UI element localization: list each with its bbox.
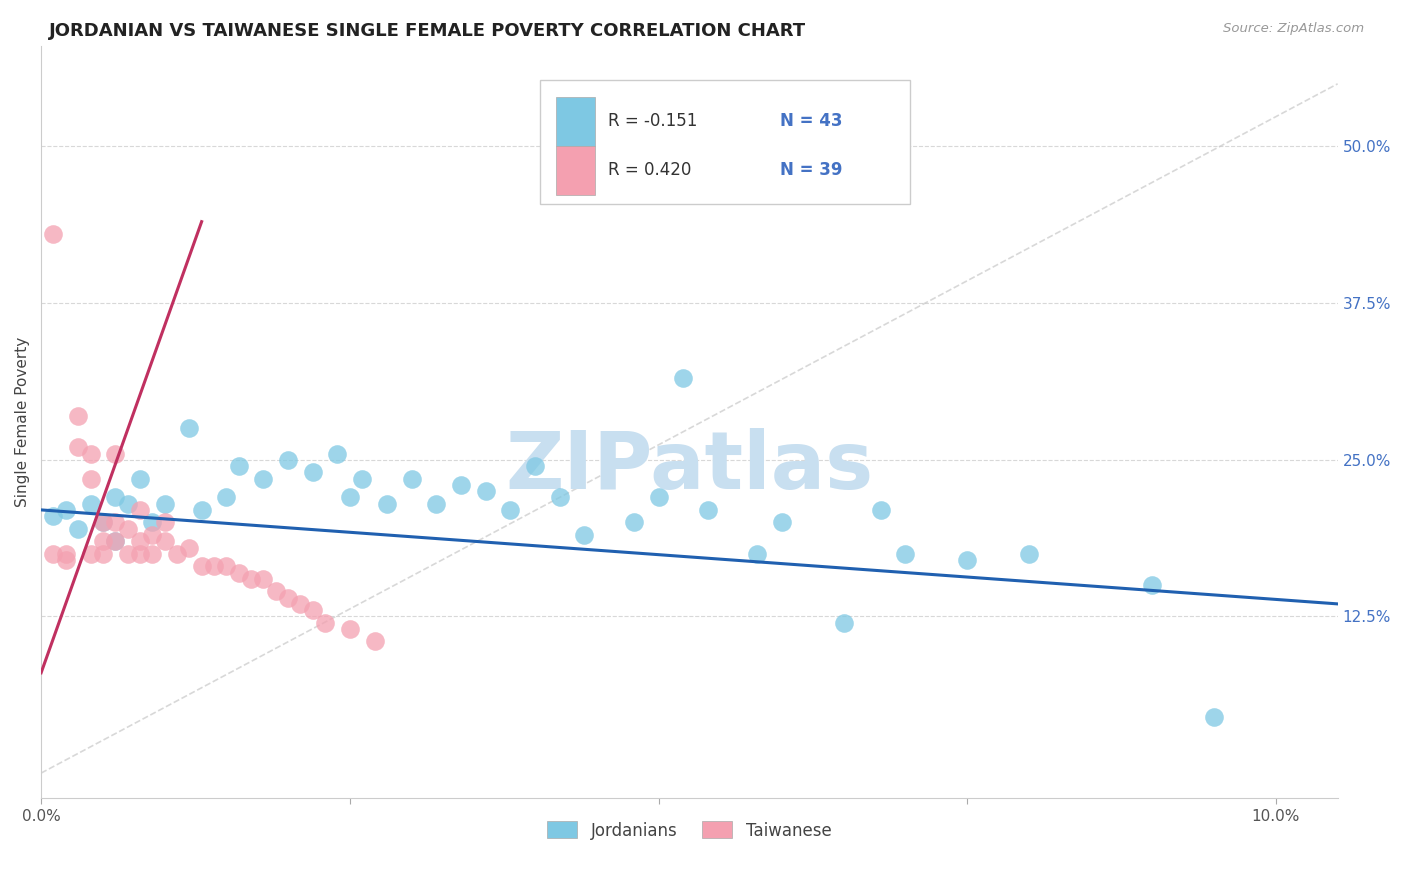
Point	[67, 409, 90, 423]
Point	[190, 559, 212, 574]
Point	[869, 503, 891, 517]
Point	[79, 472, 101, 486]
Point	[153, 516, 176, 530]
Point	[104, 516, 127, 530]
Bar	[555, 97, 595, 146]
Point	[42, 547, 65, 561]
Legend: Jordanians, Taiwanese: Jordanians, Taiwanese	[541, 814, 838, 847]
Point	[672, 371, 695, 385]
Point	[301, 465, 323, 479]
Point	[339, 622, 361, 636]
Point	[79, 497, 101, 511]
Point	[128, 472, 150, 486]
Point	[290, 597, 312, 611]
Point	[339, 491, 361, 505]
Point	[55, 547, 77, 561]
Point	[425, 497, 447, 511]
Text: N = 43: N = 43	[780, 112, 842, 130]
Point	[252, 572, 274, 586]
Point	[548, 491, 571, 505]
Point	[264, 584, 287, 599]
Point	[277, 452, 299, 467]
Point	[67, 522, 90, 536]
Point	[696, 503, 718, 517]
Text: R = -0.151: R = -0.151	[607, 112, 697, 130]
Point	[42, 227, 65, 242]
Text: ZIPatlas: ZIPatlas	[505, 428, 873, 507]
Point	[79, 446, 101, 460]
Point	[277, 591, 299, 605]
Point	[326, 446, 349, 460]
Point	[79, 547, 101, 561]
Point	[104, 534, 127, 549]
Point	[574, 528, 596, 542]
Point	[747, 547, 769, 561]
Point	[1204, 709, 1226, 723]
Point	[623, 516, 645, 530]
Point	[770, 516, 793, 530]
Point	[215, 559, 238, 574]
Point	[179, 541, 201, 555]
Point	[190, 503, 212, 517]
Point	[499, 503, 522, 517]
Text: JORDANIAN VS TAIWANESE SINGLE FEMALE POVERTY CORRELATION CHART: JORDANIAN VS TAIWANESE SINGLE FEMALE POV…	[49, 22, 806, 40]
Point	[128, 547, 150, 561]
Point	[141, 547, 163, 561]
Point	[647, 491, 669, 505]
FancyBboxPatch shape	[540, 80, 910, 204]
Point	[956, 553, 979, 567]
Text: R = 0.420: R = 0.420	[607, 161, 692, 179]
Point	[228, 566, 250, 580]
Point	[375, 497, 398, 511]
Point	[55, 503, 77, 517]
Point	[524, 458, 547, 473]
Point	[363, 634, 385, 648]
Point	[179, 421, 201, 435]
Point	[91, 516, 114, 530]
Bar	[555, 146, 595, 194]
Point	[91, 534, 114, 549]
Point	[104, 491, 127, 505]
Point	[314, 615, 336, 630]
Point	[128, 534, 150, 549]
Point	[1018, 547, 1040, 561]
Point	[153, 534, 176, 549]
Point	[67, 440, 90, 454]
Point	[202, 559, 225, 574]
Point	[91, 516, 114, 530]
Point	[141, 516, 163, 530]
Point	[474, 484, 496, 499]
Point	[301, 603, 323, 617]
Point	[228, 458, 250, 473]
Point	[832, 615, 855, 630]
Point	[352, 472, 374, 486]
Point	[104, 534, 127, 549]
Point	[252, 472, 274, 486]
Point	[117, 522, 139, 536]
Point	[141, 528, 163, 542]
Point	[450, 478, 472, 492]
Point	[104, 446, 127, 460]
Point	[117, 497, 139, 511]
Text: N = 39: N = 39	[780, 161, 842, 179]
Point	[215, 491, 238, 505]
Point	[1142, 578, 1164, 592]
Point	[117, 547, 139, 561]
Point	[166, 547, 188, 561]
Point	[128, 503, 150, 517]
Text: Source: ZipAtlas.com: Source: ZipAtlas.com	[1223, 22, 1364, 36]
Point	[153, 497, 176, 511]
Point	[894, 547, 917, 561]
Point	[55, 553, 77, 567]
Point	[91, 547, 114, 561]
Point	[42, 509, 65, 524]
Point	[240, 572, 263, 586]
Y-axis label: Single Female Poverty: Single Female Poverty	[15, 337, 30, 508]
Point	[401, 472, 423, 486]
